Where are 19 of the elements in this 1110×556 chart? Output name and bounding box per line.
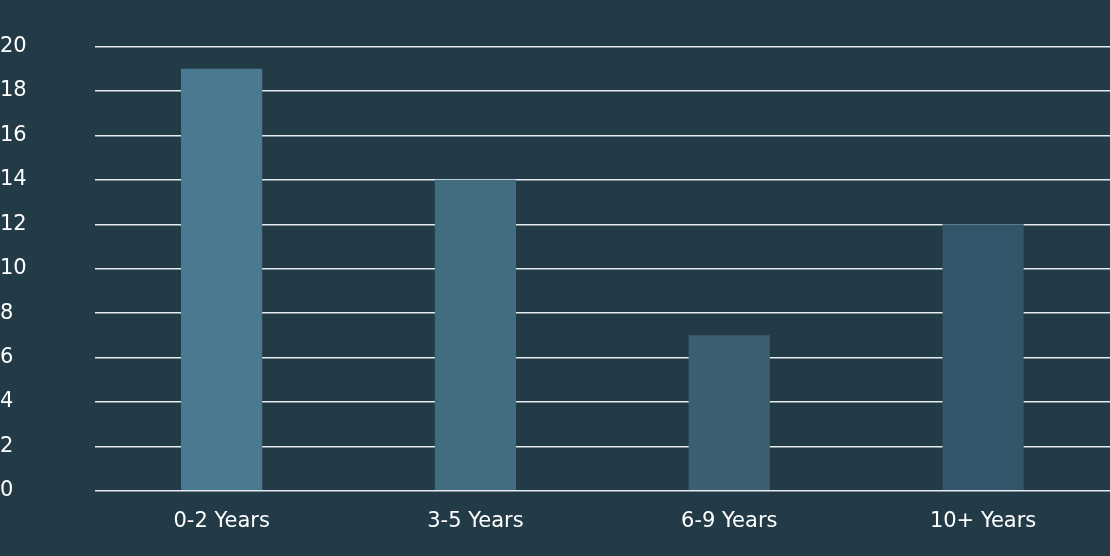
y-tick-label: 6 [0,343,14,368]
y-tick-label: 0 [0,477,14,502]
y-tick-label: 16 [0,121,27,146]
x-tick-label: 3-5 Years [427,507,524,532]
y-tick-label: 20 [0,33,27,58]
y-tick-label: 8 [0,299,14,324]
x-tick-label: 0-2 Years [173,507,270,532]
y-tick-label: 18 [0,77,27,102]
y-tick-label: 12 [0,210,27,235]
x-tick-label: 6-9 Years [681,507,778,532]
y-tick-label: 14 [0,166,27,191]
bar [181,68,263,491]
y-tick-label: 10 [0,255,27,280]
y-tick-label: 4 [0,388,14,413]
bar [434,179,517,491]
y-tick-label: 2 [0,432,14,457]
bar [942,224,1024,491]
x-tick-label: 10+ Years [929,507,1037,532]
bar [688,335,770,491]
